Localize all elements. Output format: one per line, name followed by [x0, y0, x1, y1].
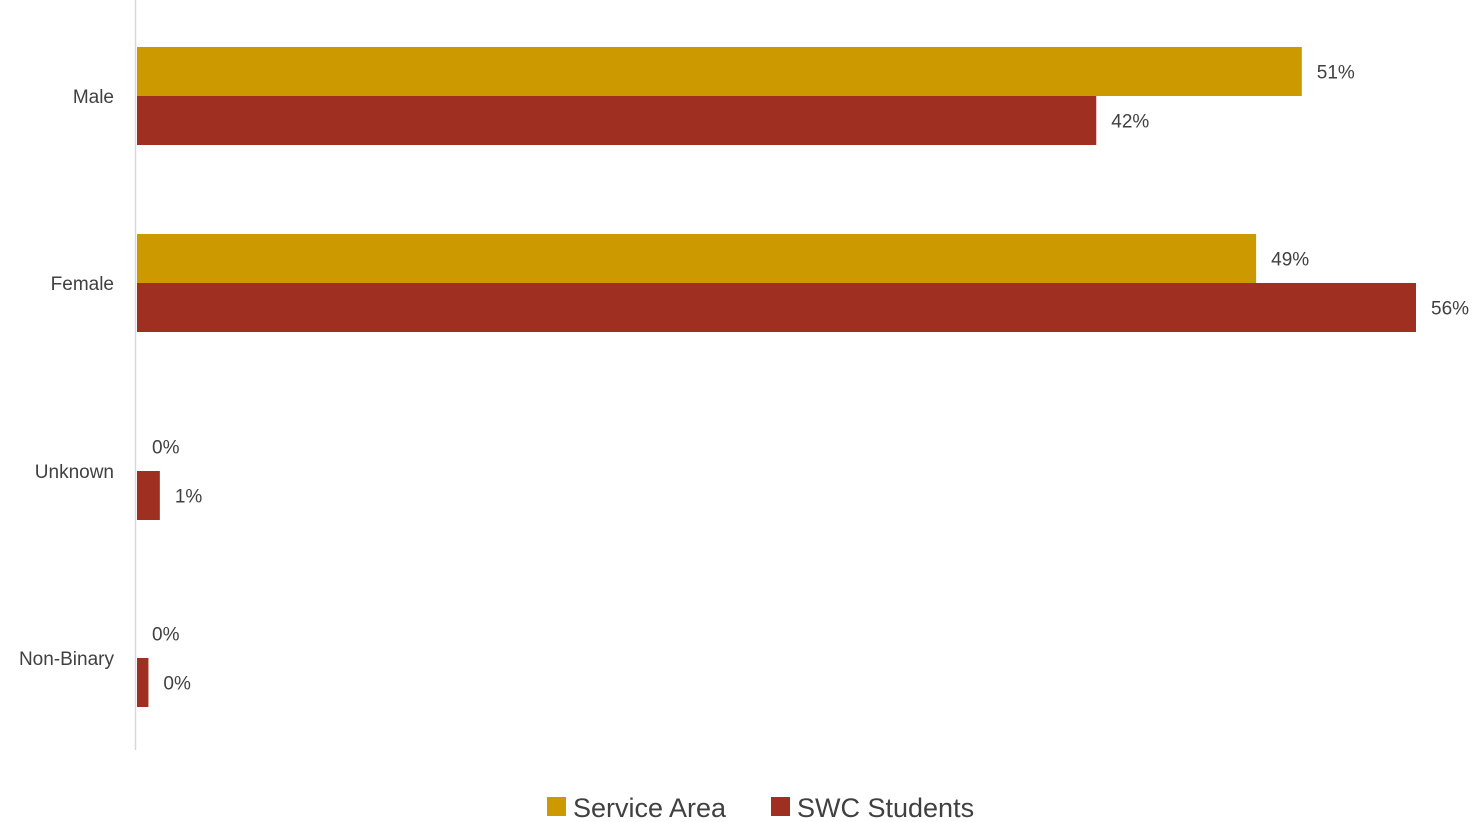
category-label-female: Female	[51, 274, 114, 295]
bar-service-area-female	[137, 234, 1257, 283]
category-label-male: Male	[73, 87, 114, 108]
category-labels: Male Female Unknown Non-Binary	[19, 87, 115, 670]
legend-swatch-swc-students	[771, 797, 790, 816]
legend-label-service-area: Service Area	[573, 793, 727, 822]
data-label-service-area-female: 49%	[1271, 250, 1309, 271]
data-label-service-area-non-binary: 0%	[152, 625, 180, 646]
data-label-service-area-unknown: 0%	[152, 438, 180, 459]
legend-swatch-service-area	[547, 797, 566, 816]
category-label-non-binary: Non-Binary	[19, 649, 115, 670]
data-label-service-area-male: 51%	[1317, 63, 1355, 84]
data-label-swc-students-unknown: 1%	[175, 487, 203, 508]
data-label-swc-students-non-binary: 0%	[163, 674, 191, 695]
data-labels-group: 51% 49% 0% 0% 42% 56% 1% 0%	[152, 63, 1469, 695]
data-label-swc-students-female: 56%	[1431, 299, 1469, 320]
legend-label-swc-students: SWC Students	[797, 793, 974, 822]
category-label-unknown: Unknown	[35, 462, 114, 483]
bar-swc-students-unknown	[137, 471, 160, 520]
bar-service-area-male	[137, 47, 1302, 96]
data-label-swc-students-male: 42%	[1111, 112, 1149, 133]
bars-group	[137, 47, 1416, 707]
legend: Service Area SWC Students	[547, 793, 974, 822]
bar-swc-students-non-binary	[137, 658, 149, 707]
bar-swc-students-female	[137, 283, 1416, 332]
bar-swc-students-male	[137, 96, 1097, 145]
